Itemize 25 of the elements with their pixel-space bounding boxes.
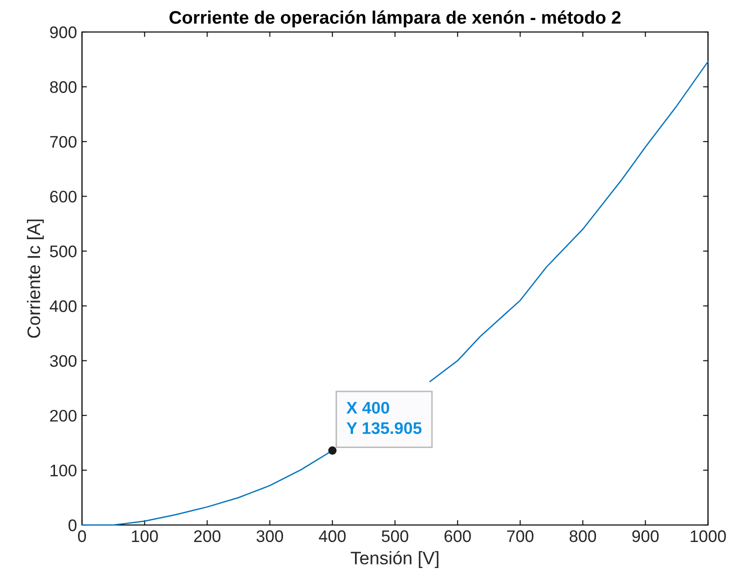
y-tick-label: 500 [50, 246, 76, 258]
x-tick-label: 1000 [690, 530, 726, 542]
y-tick-label: 400 [50, 300, 76, 312]
x-axis-title: Tensión [V] [350, 550, 438, 568]
y-tick-label: 0 [68, 519, 76, 532]
y-tick-label: 600 [50, 190, 76, 203]
y-tick-label: 100 [50, 464, 76, 476]
x-tick-label: 200 [194, 530, 220, 542]
x-tick-label: 700 [507, 530, 534, 542]
y-tick-label: 700 [50, 136, 76, 148]
annotation: X 400 Y 135.905 [346, 402, 422, 434]
x-tick-label: 300 [256, 530, 284, 542]
x-tick-label: 500 [382, 530, 408, 542]
y-axis-title: Corriente Ic [A] [26, 220, 44, 338]
chart-title: Corriente de operación lámpara de xenón - método 2 [170, 10, 621, 28]
x-tick-label: 100 [132, 530, 158, 542]
y-tick-label: 200 [50, 410, 76, 422]
y-tick-label: 300 [50, 355, 76, 367]
x-tick-label: 800 [570, 530, 596, 542]
y-tick-label: 900 [50, 26, 76, 38]
x-tick-label: 900 [632, 530, 659, 542]
x-tick-label: 0 [78, 530, 86, 542]
x-tick-label: 600 [444, 530, 471, 542]
y-tick-label: 800 [50, 81, 76, 93]
x-tick-label: 400 [318, 530, 346, 542]
